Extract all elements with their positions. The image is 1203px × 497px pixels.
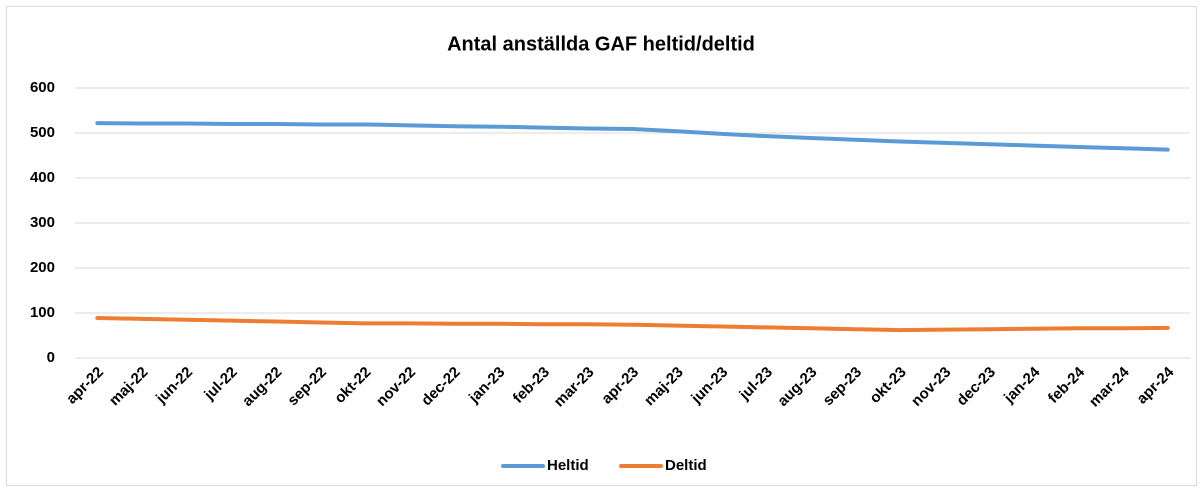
line-series: [95, 121, 1170, 152]
y-tick-label: 400: [30, 169, 55, 186]
y-tick-label: 600: [30, 79, 55, 96]
legend-label: Deltid: [665, 457, 707, 474]
y-tick-label: 100: [30, 304, 55, 321]
legend-label: Heltid: [547, 457, 589, 474]
y-tick-label: 0: [47, 349, 55, 366]
line-series: [95, 315, 1170, 333]
y-tick-label: 300: [30, 214, 55, 231]
y-tick-label: 200: [30, 259, 55, 276]
chart-title: Antal anställda GAF heltid/deltid: [447, 33, 755, 55]
chart-frame: [6, 6, 1197, 486]
y-tick-label: 500: [30, 124, 55, 141]
